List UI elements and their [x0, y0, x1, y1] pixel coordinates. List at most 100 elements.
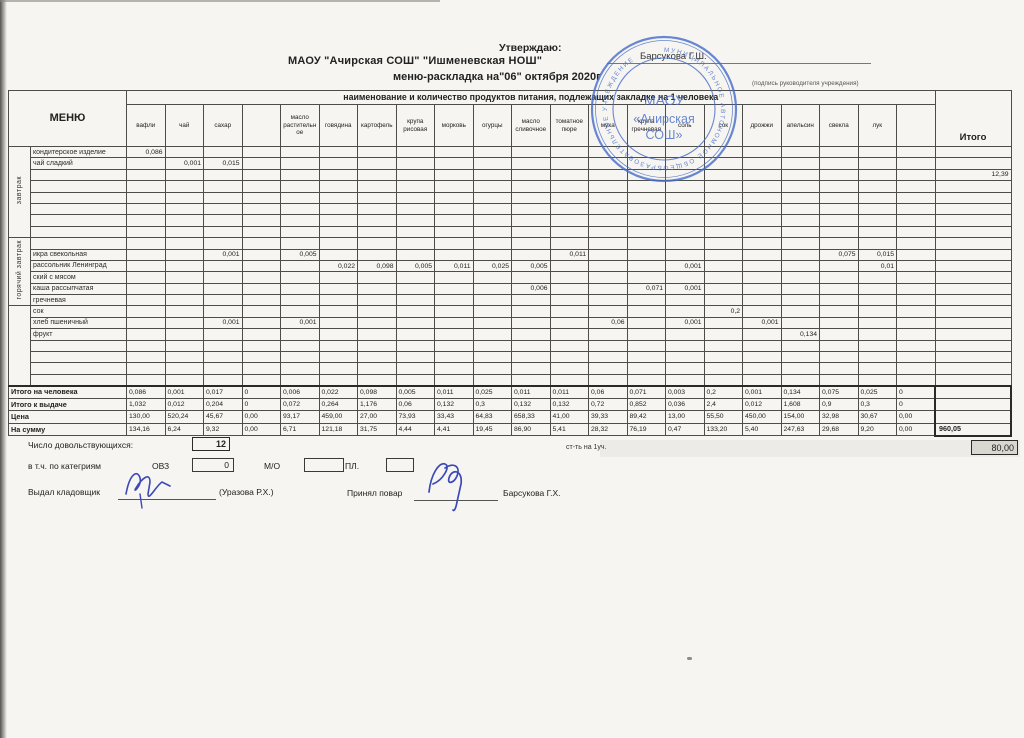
cost-per-pupil-label: ст-ть на 1уч.	[566, 444, 607, 451]
value-cell	[241, 157, 282, 170]
value-cell	[472, 351, 513, 364]
product-column-header-12: мука	[588, 104, 628, 147]
value-cell	[395, 328, 436, 341]
row-total-cell	[934, 180, 1012, 193]
value-cell	[126, 373, 166, 387]
value-cell	[626, 157, 667, 170]
value-cell	[780, 202, 821, 216]
product-column-header-2: сахар	[203, 104, 243, 147]
value-cell: 0,005	[511, 259, 551, 273]
value-cell	[318, 282, 359, 296]
value-cell	[549, 305, 590, 318]
value-cell: 0,086	[126, 145, 166, 159]
value-cell	[896, 339, 936, 353]
value-cell	[511, 145, 551, 159]
value-cell	[280, 373, 320, 387]
value-cell	[742, 168, 782, 182]
value-cell: 0,015	[203, 157, 243, 170]
value-cell	[665, 214, 705, 227]
summary-value-cell: 4,41	[434, 422, 474, 437]
dish-name-cell: каша рассыпчатая	[29, 282, 128, 296]
scan-top-line	[0, 0, 440, 2]
summary-value-cell: 9,20	[857, 422, 898, 437]
value-cell	[703, 237, 744, 250]
value-cell	[203, 328, 243, 341]
value-cell	[511, 157, 551, 170]
received-by-label: Принял повар	[347, 488, 403, 498]
summary-value-cell: 1,032	[126, 397, 166, 412]
summary-value-cell: 0,006	[280, 384, 320, 399]
value-cell	[434, 168, 474, 182]
value-cell	[896, 362, 936, 375]
value-cell	[588, 351, 628, 364]
value-cell	[703, 351, 744, 364]
value-cell: 0,005	[280, 248, 320, 261]
value-cell	[395, 294, 436, 307]
summary-value-cell: 0,00	[896, 410, 936, 424]
value-cell	[857, 145, 898, 159]
value-cell	[395, 180, 436, 193]
value-cell	[434, 339, 474, 353]
value-cell	[626, 168, 667, 182]
value-cell	[819, 362, 859, 375]
summary-value-cell: 9,32	[203, 422, 243, 437]
value-cell	[126, 237, 166, 250]
summary-value-cell: 0,025	[857, 384, 898, 399]
value-cell	[896, 373, 936, 387]
value-cell	[665, 351, 705, 364]
menu-table: МЕНЮ наименование и количество продуктов …	[7, 90, 1013, 437]
value-cell	[857, 339, 898, 353]
value-cell	[703, 214, 744, 227]
value-cell	[318, 145, 359, 159]
value-cell	[896, 202, 936, 216]
value-cell	[126, 157, 166, 170]
value-cell	[588, 362, 628, 375]
summary-total-cell	[934, 384, 1013, 399]
issued-by-label: Выдал кладовщик	[28, 487, 100, 497]
value-cell	[703, 191, 744, 204]
value-cell	[203, 225, 243, 239]
product-column-header-18: свекла	[819, 104, 859, 147]
value-cell	[511, 180, 551, 193]
value-cell	[665, 191, 705, 204]
total-column-header: Итого	[934, 90, 1012, 147]
summary-value-cell: 41,00	[549, 410, 590, 424]
value-cell	[549, 157, 590, 170]
value-cell	[511, 316, 551, 330]
value-cell	[588, 145, 628, 159]
value-cell	[857, 373, 898, 387]
value-cell	[318, 373, 359, 387]
value-cell	[164, 362, 205, 375]
value-cell	[549, 282, 590, 296]
summary-value-cell: 31,75	[357, 422, 397, 437]
menu-header: МЕНЮ	[7, 90, 128, 147]
value-cell	[241, 339, 282, 353]
value-cell	[857, 316, 898, 330]
value-cell	[164, 328, 205, 341]
value-cell	[780, 282, 821, 296]
value-cell	[742, 271, 782, 284]
value-cell: 0,005	[395, 259, 436, 273]
value-cell	[280, 237, 320, 250]
product-column-header-9: огурцы	[472, 104, 513, 147]
product-column-header-4: масло растительное	[280, 104, 320, 147]
summary-value-cell: 0	[896, 384, 936, 399]
summary-value-cell: 0,011	[434, 384, 474, 399]
value-cell	[434, 373, 474, 387]
beneficiaries-label: Число довольствующихся:	[28, 440, 134, 450]
summary-value-cell: 0,005	[395, 384, 436, 399]
value-cell	[395, 157, 436, 170]
value-cell	[395, 282, 436, 296]
value-cell	[896, 214, 936, 227]
value-cell	[665, 362, 705, 375]
value-cell	[203, 237, 243, 250]
value-cell	[472, 328, 513, 341]
summary-value-cell: 1,608	[780, 397, 821, 412]
value-cell	[203, 362, 243, 375]
value-cell	[626, 248, 667, 261]
value-cell	[280, 180, 320, 193]
value-cell	[588, 248, 628, 261]
summary-value-cell: 0,3	[472, 397, 513, 412]
value-cell	[703, 339, 744, 353]
